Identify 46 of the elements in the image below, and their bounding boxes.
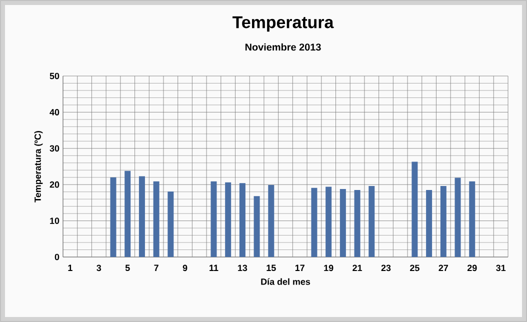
bar [110,177,116,257]
bar [454,178,461,257]
bar [326,186,332,257]
bar [124,170,131,257]
bar [239,183,246,257]
bar [412,162,418,257]
x-tick-label: 9 [182,264,188,272]
x-tick-label: 3 [96,264,102,272]
chart-subtitle: Noviembre 2013 [245,43,321,51]
bar [138,176,145,257]
y-tick-label: 10 [50,218,60,224]
bar [426,190,432,257]
x-axis-title: Día del mes [261,278,310,285]
bar [469,181,476,257]
x-tick-label: 5 [125,264,130,272]
bar [254,196,260,257]
bar [340,188,346,257]
bar [210,181,217,257]
y-tick-label: 40 [50,109,60,116]
x-tick-label: 21 [352,264,362,272]
y-tick-label: 50 [50,72,60,80]
y-tick-label: 20 [50,181,60,188]
bar [168,191,174,257]
x-tick-label: 17 [295,264,304,271]
x-tick-label: 31 [496,264,506,272]
x-tick-label: 11 [210,264,218,271]
bar [268,184,274,257]
x-tick-label: 29 [467,264,477,272]
x-tick-label: 19 [324,264,334,272]
bar [311,188,318,257]
bar [153,181,160,257]
bar [225,182,232,257]
chart-title: Temperatura [232,16,334,32]
x-tick-label: 15 [266,264,276,272]
bar [354,190,360,257]
y-tick-label: 0 [54,254,60,260]
y-axis-title: Temperatura (ºC) [34,131,43,202]
bar [440,186,446,257]
x-tick-label: 7 [154,264,158,271]
x-tick-label: 25 [410,264,420,272]
x-tick-label: 27 [438,264,448,272]
x-tick-label: 23 [381,264,391,272]
bar [368,186,375,257]
x-tick-label: 1 [68,264,72,271]
y-tick-label: 30 [50,145,60,152]
x-tick-label: 13 [238,264,248,272]
